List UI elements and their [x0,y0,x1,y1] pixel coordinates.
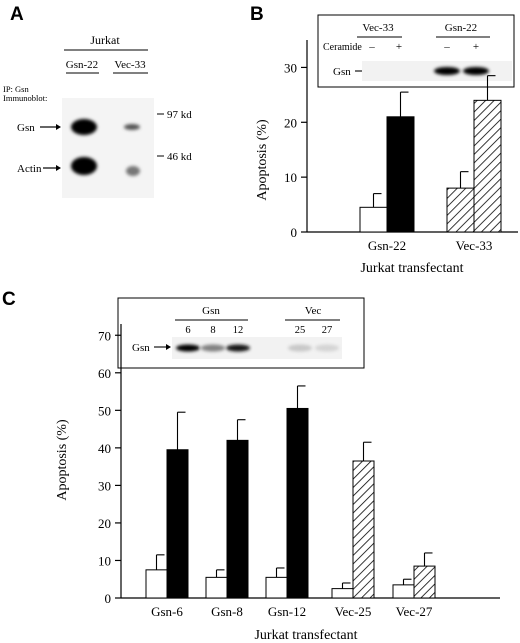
ip-label: IP: Gsn [3,84,29,94]
arrow-icon [154,344,171,350]
inset-c-group-gsn: Gsn [202,305,220,317]
inset-b-bands [434,67,489,75]
chart-c: 0 10 20 30 40 50 60 70 Gsn-6 Gsn-8 Gsn-12 Vec-25 Vec… [55,324,500,643]
inset-c-band-4 [288,344,312,352]
bar-vec-27-s1 [392,584,415,599]
inset-b-band-label: Gsn [333,66,351,78]
blot-a-membrane [62,98,154,198]
inset-c-lane-12: 12 [233,325,244,336]
bar-gsn-12-s1 [265,576,288,599]
lane-label-gsn22: Gsn-22 [66,59,98,71]
y-tick-label-30: 30 [98,478,111,493]
panel-letter-a: A [10,4,24,25]
panel-c: C Gsn Vec 6 8 12 25 27 Gsn 0 10 20 30 40 50 60… [2,289,500,643]
inset-c-membrane [172,337,342,359]
y-tick-label-70: 70 [98,328,111,343]
y-tick-label-0: 0 [105,591,112,606]
marker-97: 97 kd [167,109,192,121]
inset-c-band-2 [201,344,225,352]
x-tick-label-gsn-22: Gsn-22 [368,238,406,253]
bar-gsn-8-s1 [205,576,228,599]
y-tick-label-60: 60 [98,366,111,381]
inset-b-treatment-label: Ceramide [323,42,362,53]
bar-gsn-6-s2 [166,449,189,599]
band-gsn22-actin [71,157,97,175]
bar-vec-27-s2 [413,565,436,599]
band-gsn22-gsn [71,119,97,135]
x-tick-label-vec-25: Vec-25 [335,604,372,619]
bar-gsn-8-s2 [226,439,249,599]
y-tick-label-30: 30 [284,60,297,75]
inset-c-band-1 [176,344,200,352]
panel-letter-c: C [2,289,16,310]
y-tick-label-10: 10 [284,170,297,185]
inset-c-group-vec: Vec [305,305,322,317]
band-label-gsn: Gsn [17,122,35,134]
panel-a: A Jurkat Gsn-22 Vec-33 IP: Gsn Immunoblo… [3,4,192,198]
inset-c-band-label: Gsn [132,342,150,354]
x-tick-label-gsn-8: Gsn-8 [211,604,243,619]
inset-c: Gsn Vec 6 8 12 25 27 Gsn [117,297,365,369]
inset-b-band-3 [434,67,460,75]
x-tick-label-vec-33: Vec-33 [456,238,493,253]
arrow-icon [40,124,61,130]
inset-c-lane-27: 27 [322,325,333,336]
y-tick-label-20: 20 [98,516,111,531]
inset-b-sign-4: + [473,41,479,53]
lane-label-vec33: Vec-33 [114,59,146,71]
panel-letter-b: B [250,4,264,25]
y-tick-label-20: 20 [284,115,297,130]
chart-b: 0 10 20 30 Gsn-22 Vec-33 Jurkat transfectant Ap… [255,40,518,276]
bar-vec-25-s1 [331,588,354,599]
inset-c-bands [176,344,339,352]
arrow-icon [43,165,61,171]
bar-gsn-6-s1 [145,569,168,599]
inset-b: Vec-33 Gsn-22 Ceramide – + – + Gsn [317,14,515,88]
inset-b-sign-3: – [443,41,450,53]
x-tick-label-vec-27: Vec-27 [396,604,433,619]
bar-vec-25-s2 [352,460,375,599]
inset-c-lane-25: 25 [295,325,306,336]
inset-b-sign-2: + [396,41,402,53]
bar-gsn-12-s2 [286,407,309,599]
inset-c-band-5 [315,344,339,352]
inset-b-sign-1: – [368,41,375,53]
inset-c-band-3 [226,344,250,352]
y-axis-label: Apoptosis (%) [55,419,70,501]
panel-b: B Vec-33 Gsn-22 Ceramide – + – + Gsn 0 10… [250,4,518,276]
y-tick-label-40: 40 [98,441,111,456]
y-tick-label-50: 50 [98,403,111,418]
x-axis-label: Jurkat transfectant [360,261,463,276]
x-axis-label: Jurkat transfectant [254,628,357,643]
y-tick-label-0: 0 [291,225,298,240]
cell-line-label: Jurkat [90,33,120,47]
inset-c-lane-6: 6 [185,325,190,336]
immunoblot-label: Immunoblot: [3,93,47,103]
inset-b-group-vec33: Vec-33 [362,22,394,34]
bar-vec-33-s1 [446,187,475,233]
bar-vec-33-s2 [473,99,502,233]
y-tick-label-10: 10 [98,553,111,568]
band-vec33-gsn [124,124,140,130]
band-vec33-actin [126,166,140,176]
y-axis-label: Apoptosis (%) [255,119,270,201]
inset-b-group-gsn22: Gsn-22 [445,22,477,34]
x-tick-label-gsn-12: Gsn-12 [268,604,306,619]
blot-a-bands [71,119,140,176]
marker-46: 46 kd [167,151,192,163]
bar-gsn-22-s2 [386,116,415,233]
bar-gsn-22-s1 [359,206,388,233]
inset-c-lane-8: 8 [210,325,215,336]
band-label-actin: Actin [17,163,42,175]
inset-b-band-4 [463,67,489,75]
x-tick-label-gsn-6: Gsn-6 [151,604,183,619]
